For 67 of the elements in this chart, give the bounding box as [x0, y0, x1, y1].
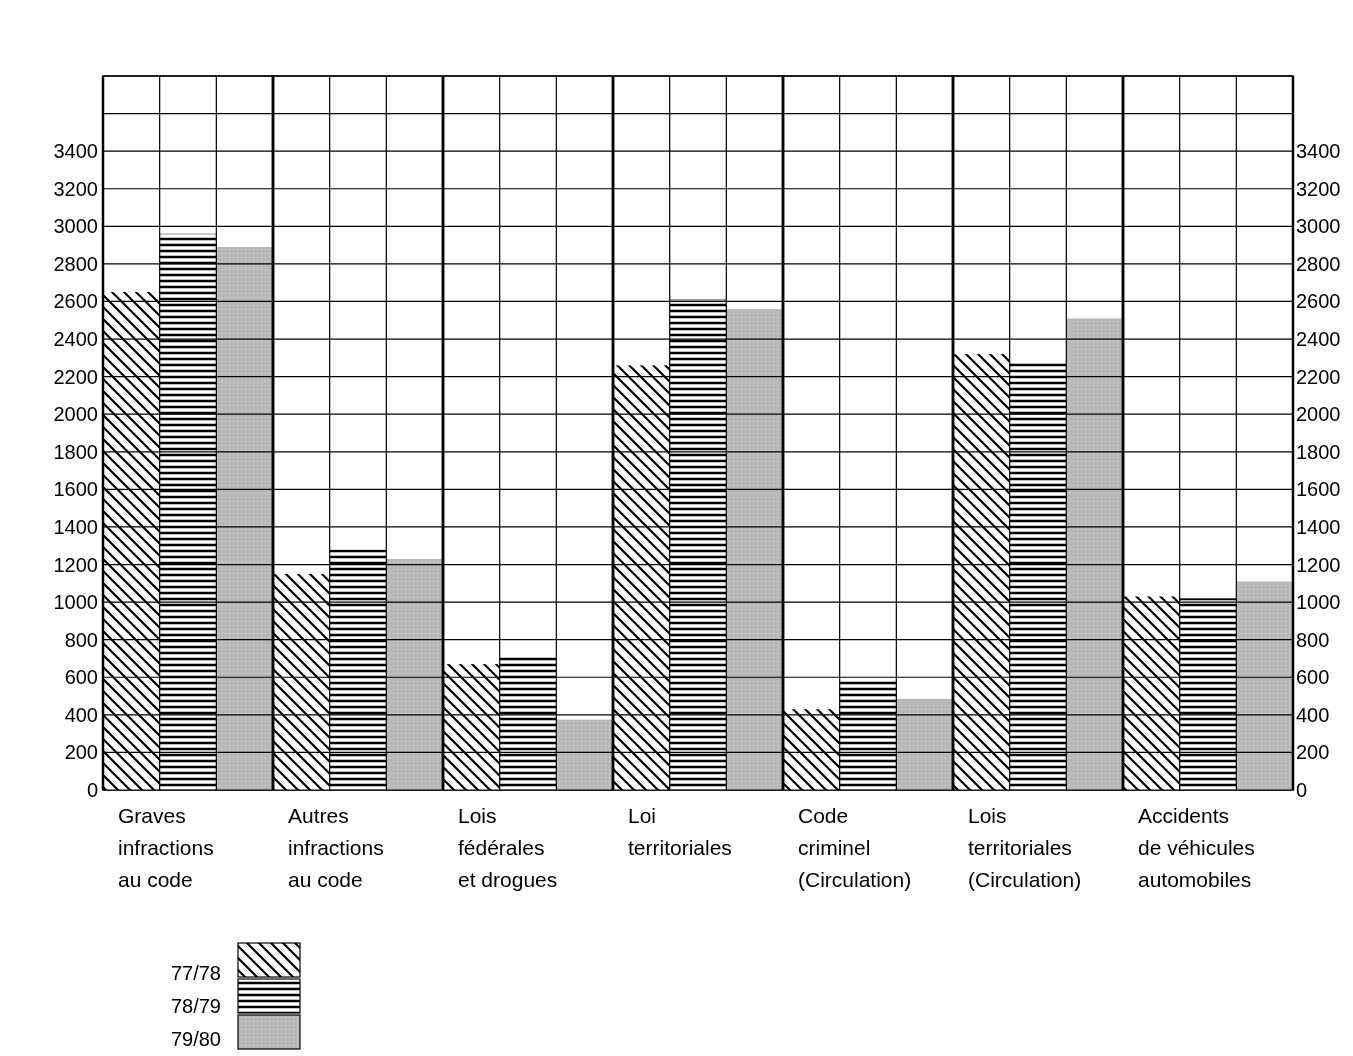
y-tick-label: 3000	[53, 215, 98, 238]
y2-tick-label: 2200	[1296, 365, 1341, 388]
y-tick-label: 1200	[53, 553, 98, 576]
legend-label: 78/79	[170, 995, 221, 1017]
bar	[1179, 598, 1237, 790]
bar	[216, 246, 273, 790]
y-tick-label: 400	[64, 703, 98, 726]
bar	[613, 365, 670, 790]
y2-tick-label: 2400	[1296, 328, 1341, 351]
y2-tick-label: 1200	[1296, 553, 1341, 576]
y-tick-label: 3200	[53, 177, 98, 200]
y2-tick-label: 0	[1296, 779, 1308, 801]
y2-tick-label: 2800	[1296, 252, 1341, 275]
y2-tick-label: 1600	[1296, 478, 1341, 501]
bar	[273, 573, 330, 790]
bar	[159, 233, 217, 790]
x-tick-label: Autres infractions au code	[288, 804, 384, 891]
y2-tick-label: 2600	[1296, 290, 1341, 313]
y-tick-label: 2200	[53, 365, 98, 388]
y-tick-label: 200	[64, 741, 98, 764]
y-tick-label: 600	[64, 666, 98, 689]
y2-tick-label: 1800	[1296, 440, 1341, 463]
y2-tick-label: 3400	[1296, 140, 1341, 163]
y-tick-label: 2000	[53, 403, 98, 426]
x-tick-label: Accidents de véhicules automobiles	[1138, 804, 1255, 891]
y-tick-label: 2400	[53, 328, 98, 351]
bar	[669, 299, 727, 790]
y2-tick-label: 3200	[1296, 177, 1341, 200]
y2-tick-label: 2000	[1296, 403, 1341, 426]
y2-tick-label: 800	[1296, 628, 1330, 651]
y2-tick-label: 3000	[1296, 215, 1341, 238]
y2-tick-label: 200	[1296, 741, 1330, 764]
bar	[1123, 596, 1180, 790]
x-tick-label: Code criminel (Circulation)	[798, 804, 912, 891]
y-tick-label: 1800	[53, 440, 98, 463]
y-tick-label: 2800	[53, 252, 98, 275]
bar	[556, 719, 613, 790]
y-tick-label: 3400	[53, 140, 98, 163]
legend-label: 77/78	[170, 962, 221, 984]
y-tick-label: 1400	[53, 515, 98, 538]
bar	[329, 549, 387, 790]
bar	[443, 664, 500, 790]
y2-tick-label: 400	[1296, 703, 1330, 726]
bar	[783, 709, 840, 790]
y2-tick-label: 600	[1296, 666, 1330, 689]
bar	[1066, 318, 1123, 790]
bar	[726, 308, 783, 790]
y-tick-label: 2600	[53, 290, 98, 313]
bar	[953, 354, 1010, 790]
y2-tick-label: 1400	[1296, 515, 1341, 538]
bar	[896, 698, 953, 790]
x-tick-label: Lois fédérales et drogues	[458, 804, 558, 891]
bar	[386, 558, 443, 790]
bar	[1009, 361, 1067, 790]
bar	[499, 656, 557, 790]
bar	[1236, 581, 1293, 790]
bar	[839, 679, 897, 790]
y-tick-label: 1000	[53, 591, 98, 614]
x-tick-label: Lois territoriales (Circulation)	[968, 804, 1082, 891]
y-tick-label: 0	[86, 779, 98, 801]
legend-label: 79/80	[170, 1028, 221, 1050]
x-tick-label: Graves infractions au code	[118, 804, 214, 891]
y-tick-label: 1600	[53, 478, 98, 501]
bar	[103, 292, 160, 790]
y2-tick-label: 1000	[1296, 591, 1341, 614]
y-tick-label: 800	[64, 628, 98, 651]
x-tick-label: Loi territoriales	[628, 804, 732, 859]
